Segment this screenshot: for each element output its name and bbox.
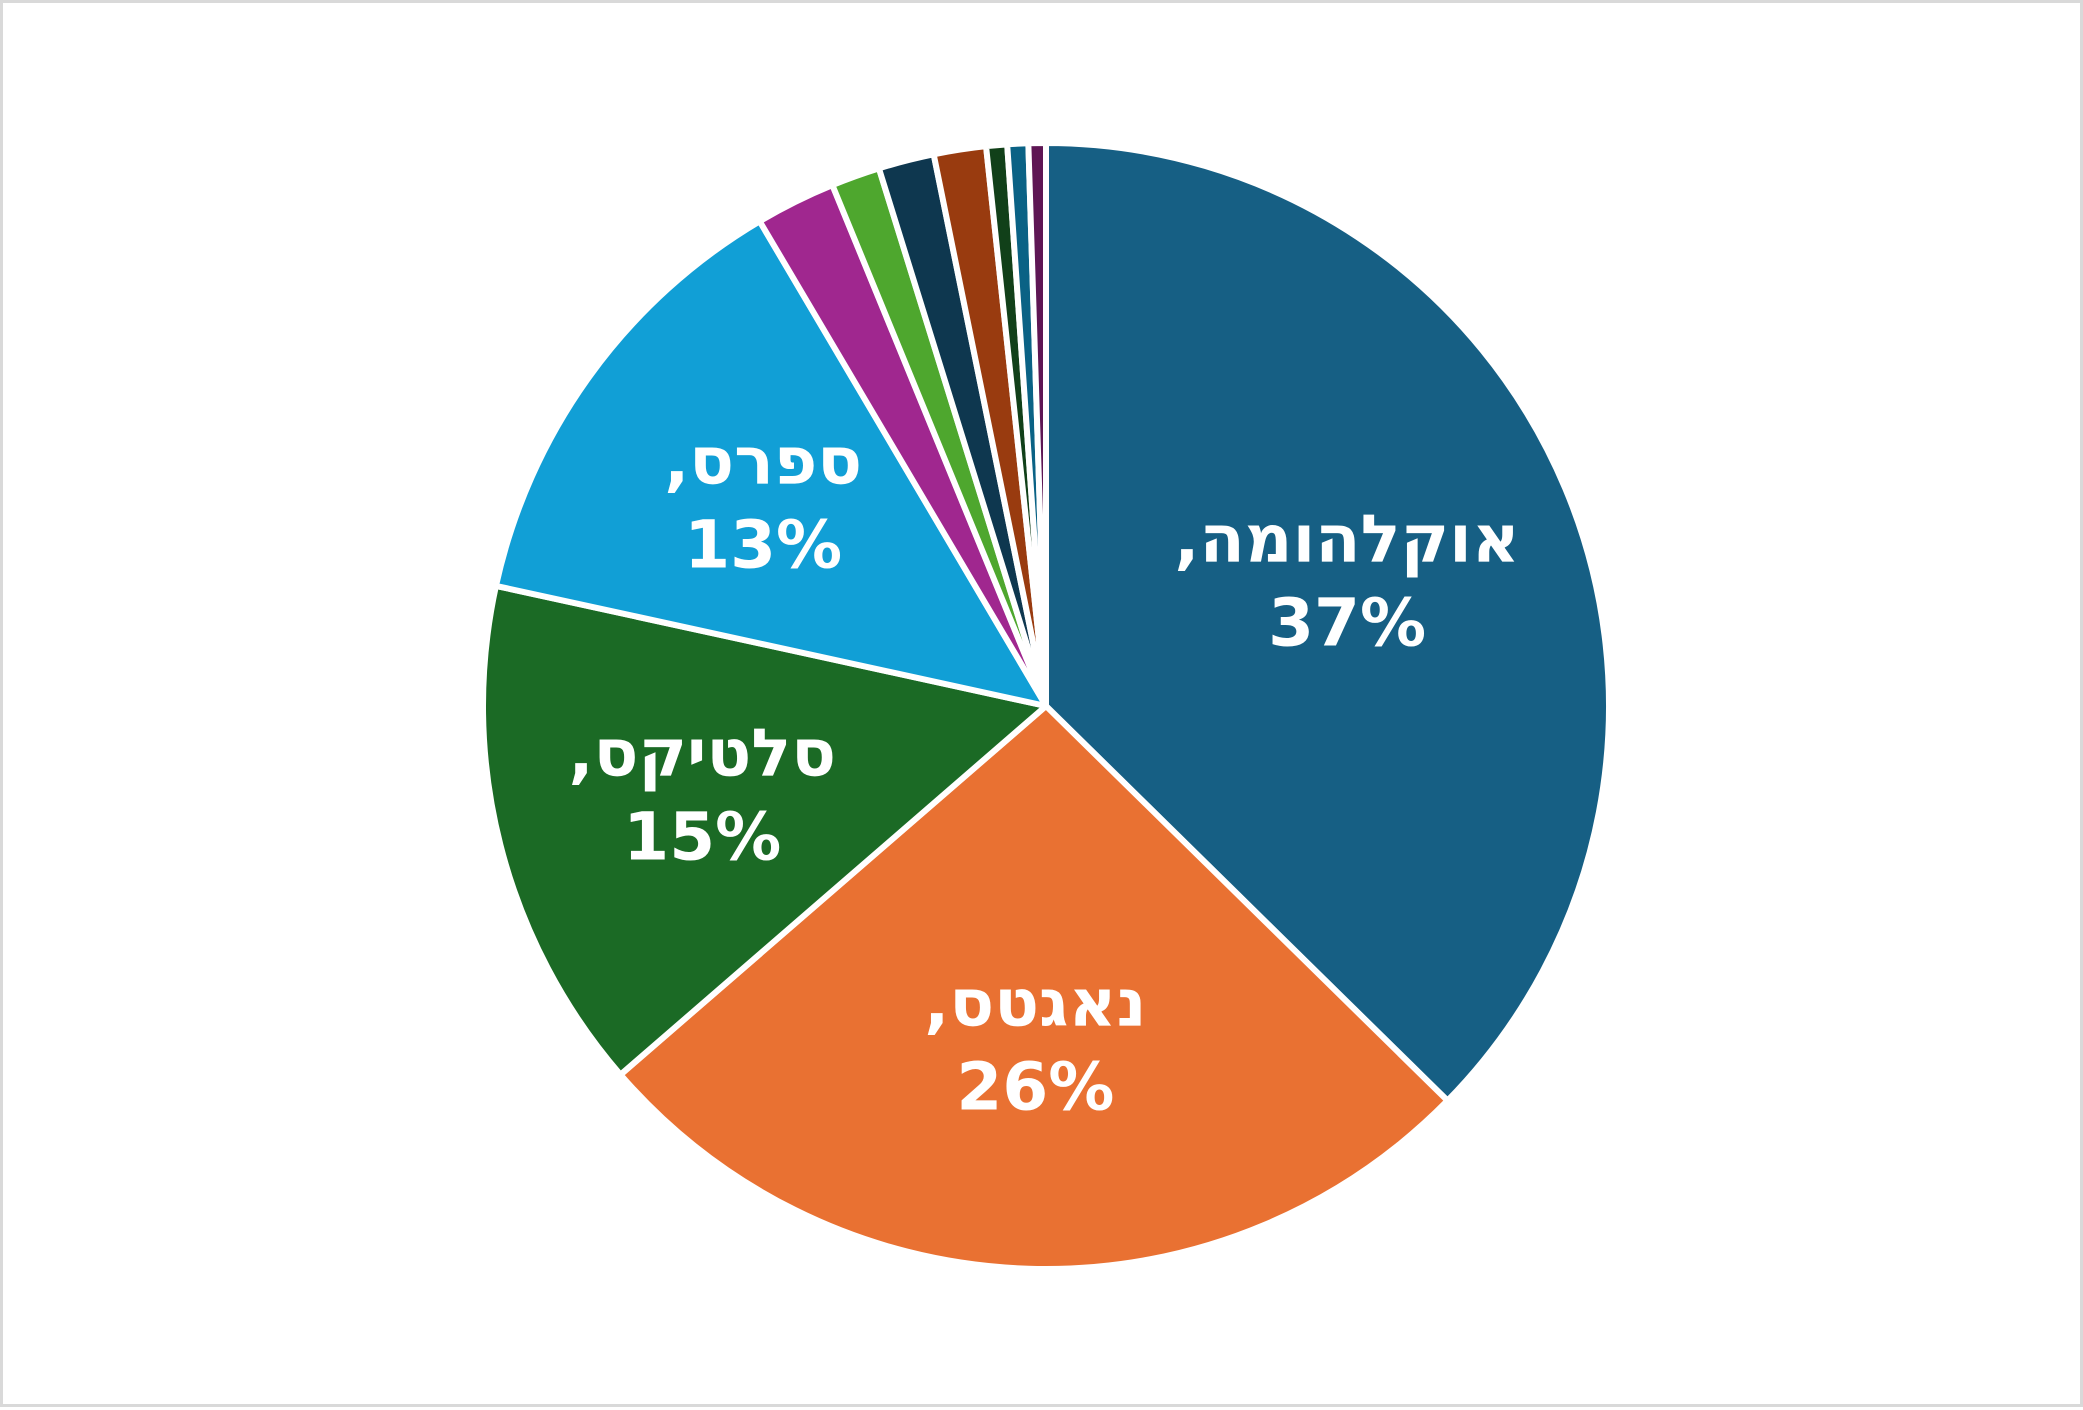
- pie-labels: אוקלהומה,37% נאגטס,26% סלטיקס,15% ספרס,13%: [569, 422, 1520, 1125]
- pie-slice-1: [617, 703, 1451, 1272]
- pie-slice-2: [480, 582, 1049, 1078]
- pie-chart: אוקלהומה,37% נאגטס,26% סלטיקס,15% ספרס,13%: [480, 140, 1612, 1272]
- slice-label-name-1: נאגטס,: [924, 965, 1146, 1042]
- pie-slice-3: [492, 218, 1049, 709]
- pie-slices: [480, 140, 1612, 1272]
- slice-label-name-3: ספרס,: [664, 422, 862, 499]
- slice-label-name-0: אוקלהומה,: [1174, 501, 1519, 578]
- pie-slice-0: [1043, 140, 1612, 1104]
- slice-label-percent-0: 37%: [1268, 585, 1426, 662]
- slice-label-percent-2: 15%: [623, 799, 781, 876]
- pie-slice-10: [1025, 140, 1049, 709]
- slice-label-name-2: סלטיקס,: [569, 715, 837, 792]
- slice-label-percent-3: 13%: [684, 506, 842, 583]
- slice-label-percent-1: 26%: [956, 1049, 1114, 1126]
